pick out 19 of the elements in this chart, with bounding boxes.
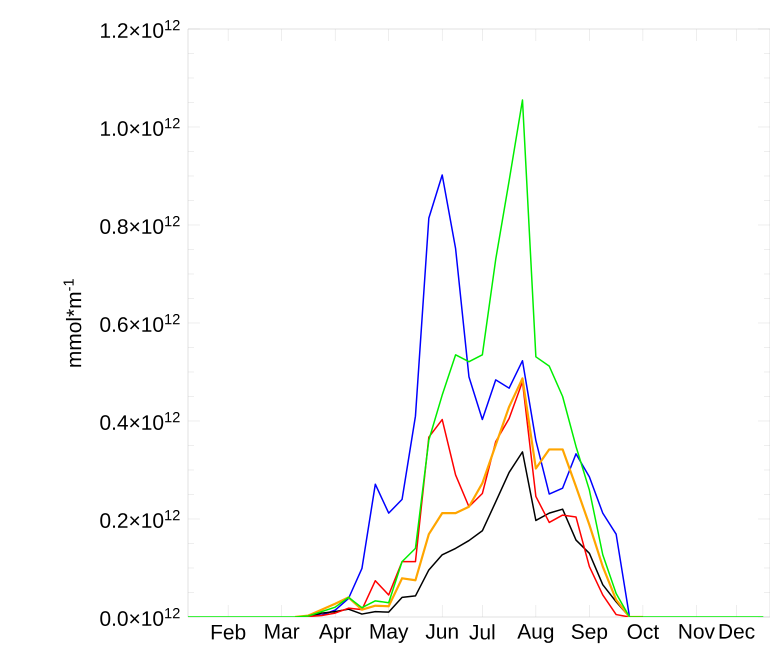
x-tick-label: Apr: [318, 624, 352, 643]
x-tick-label: May: [370, 624, 408, 643]
y-tick-label: 0.0×10$^{12}$: [100, 608, 180, 626]
x-tick-label: Aug: [517, 624, 554, 643]
x-tick-label: Feb: [212, 624, 246, 640]
y-tick-label: 0.4×10$^{12}$: [100, 412, 180, 430]
y-tick-label: 0.8×10$^{12}$: [100, 216, 180, 234]
y-axis-title: mmol*m$^{-1}$: [64, 279, 82, 367]
y-tick-label: 1.2×10$^{12}$: [101, 20, 180, 38]
x-tick-label: Oct: [628, 624, 660, 639]
x-tick-label: Mar: [265, 624, 300, 639]
x-tick-label: Nov: [680, 624, 715, 639]
x-tick-label: Jul: [469, 624, 494, 640]
y-tick-label: 1.0×10$^{12}$: [101, 118, 180, 136]
x-tick-label: Dec: [720, 624, 755, 639]
x-tick-label: Sep: [572, 624, 608, 644]
x-tick-label: Jun: [426, 624, 458, 639]
y-tick-label: 0.6×10$^{12}$: [100, 314, 180, 332]
y-tick-label: 0.2×10$^{12}$: [100, 510, 180, 528]
